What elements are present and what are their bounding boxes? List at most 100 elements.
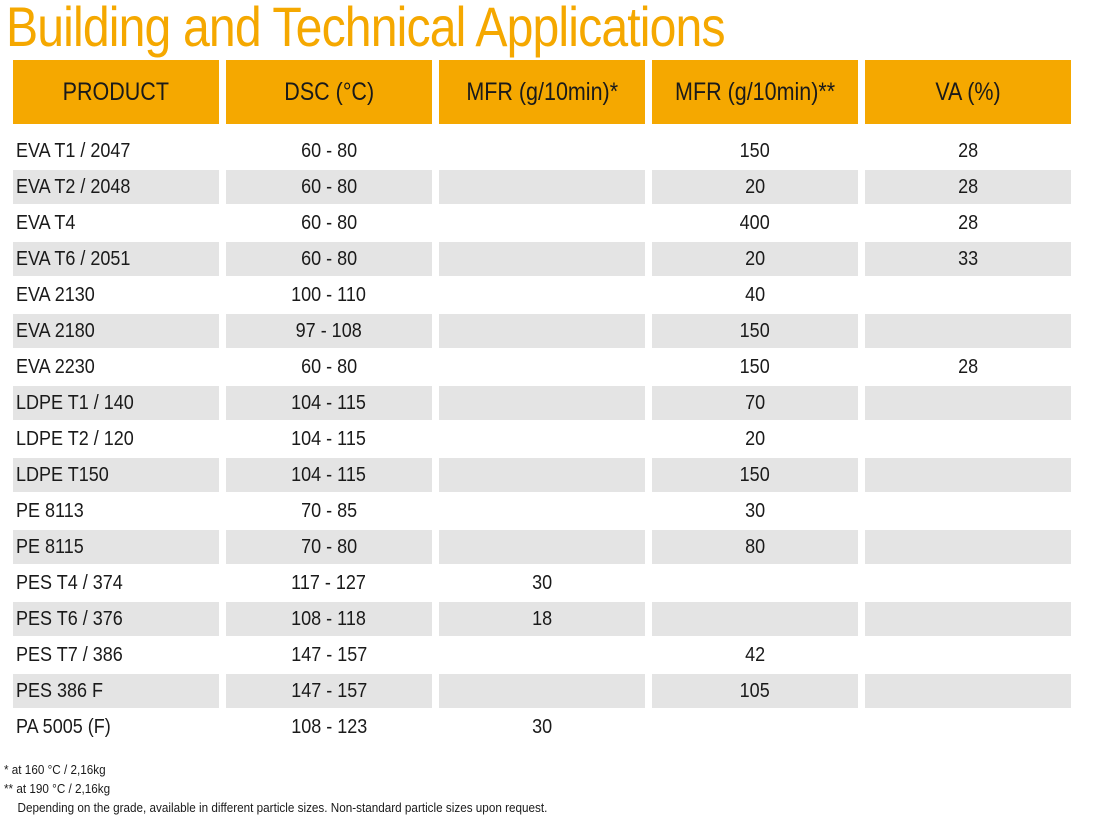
- cell-mfr-190: 80: [652, 530, 858, 566]
- cell-dsc: 70 - 80: [226, 530, 432, 566]
- cell-product: PA 5005 (F): [13, 710, 219, 746]
- cell-mfr-190: 42: [652, 638, 858, 674]
- table-row: EVA 2230 60 - 80 150 28: [13, 350, 1071, 386]
- cell-mfr-190: 150: [652, 350, 858, 386]
- cell-mfr-190: 40: [652, 278, 858, 314]
- product-table: PRODUCT DSC (°C) MFR (g/10min)* MFR (g/1…: [6, 60, 1078, 746]
- cell-dsc: 60 - 80: [226, 350, 432, 386]
- table-row: PE 8113 70 - 85 30: [13, 494, 1071, 530]
- cell-dsc: 104 - 115: [226, 422, 432, 458]
- cell-mfr-160: [439, 206, 645, 242]
- table-row: PA 5005 (F) 108 - 123 30: [13, 710, 1071, 746]
- cell-dsc: 60 - 80: [226, 206, 432, 242]
- cell-product: LDPE T1 / 140: [13, 386, 219, 422]
- cell-va: 28: [865, 134, 1071, 170]
- cell-dsc: 108 - 123: [226, 710, 432, 746]
- cell-dsc: 60 - 80: [226, 242, 432, 278]
- table-row: EVA T4 60 - 80 400 28: [13, 206, 1071, 242]
- cell-mfr-160: [439, 386, 645, 422]
- table-row: PES T4 / 374 117 - 127 30: [13, 566, 1071, 602]
- header-va: VA (%): [865, 60, 1071, 134]
- footnote-particle-sizes: Depending on the grade, available in dif…: [17, 800, 548, 815]
- cell-dsc: 97 - 108: [226, 314, 432, 350]
- cell-product: EVA T2 / 2048: [13, 170, 219, 206]
- table-row: LDPE T2 / 120 104 - 115 20: [13, 422, 1071, 458]
- cell-dsc: 70 - 85: [226, 494, 432, 530]
- cell-va: [865, 422, 1071, 458]
- cell-dsc: 147 - 157: [226, 674, 432, 710]
- cell-mfr-160: [439, 314, 645, 350]
- cell-dsc: 117 - 127: [226, 566, 432, 602]
- cell-mfr-190: 150: [652, 134, 858, 170]
- cell-product: EVA T6 / 2051: [13, 242, 219, 278]
- cell-dsc: 147 - 157: [226, 638, 432, 674]
- cell-va: [865, 602, 1071, 638]
- cell-mfr-190: [652, 602, 858, 638]
- cell-mfr-160: [439, 350, 645, 386]
- cell-mfr-160: [439, 530, 645, 566]
- cell-mfr-160: [439, 638, 645, 674]
- table-row: PES T7 / 386 147 - 157 42: [13, 638, 1071, 674]
- cell-mfr-160: [439, 278, 645, 314]
- cell-mfr-190: 400: [652, 206, 858, 242]
- cell-product: PE 8115: [13, 530, 219, 566]
- header-mfr-160: MFR (g/10min)*: [439, 60, 645, 134]
- cell-mfr-190: 20: [652, 170, 858, 206]
- table-row: EVA 2180 97 - 108 150: [13, 314, 1071, 350]
- cell-product: LDPE T2 / 120: [13, 422, 219, 458]
- table-row: PES 386 F 147 - 157 105: [13, 674, 1071, 710]
- cell-va: [865, 710, 1071, 746]
- cell-va: [865, 278, 1071, 314]
- table-row: PE 8115 70 - 80 80: [13, 530, 1071, 566]
- cell-mfr-160: [439, 170, 645, 206]
- cell-product: EVA 2180: [13, 314, 219, 350]
- footnote-mfr-160: * at 160 °C / 2,16kg: [4, 762, 106, 777]
- cell-mfr-160: 30: [439, 710, 645, 746]
- cell-mfr-190: 30: [652, 494, 858, 530]
- footnotes: * at 160 °C / 2,16kg ** at 190 °C / 2,16…: [4, 760, 608, 817]
- cell-va: [865, 314, 1071, 350]
- cell-product: EVA T1 / 2047: [13, 134, 219, 170]
- cell-mfr-160: [439, 242, 645, 278]
- cell-va: [865, 494, 1071, 530]
- cell-dsc: 104 - 115: [226, 386, 432, 422]
- table-row: LDPE T1 / 140 104 - 115 70: [13, 386, 1071, 422]
- cell-mfr-190: [652, 710, 858, 746]
- header-product: PRODUCT: [13, 60, 219, 134]
- cell-mfr-190: 150: [652, 458, 858, 494]
- cell-mfr-160: [439, 458, 645, 494]
- cell-mfr-160: [439, 494, 645, 530]
- cell-product: EVA 2130: [13, 278, 219, 314]
- cell-mfr-190: 70: [652, 386, 858, 422]
- cell-mfr-160: 18: [439, 602, 645, 638]
- cell-product: PES T6 / 376: [13, 602, 219, 638]
- cell-va: [865, 674, 1071, 710]
- cell-va: [865, 386, 1071, 422]
- cell-dsc: 108 - 118: [226, 602, 432, 638]
- header-mfr-190: MFR (g/10min)**: [652, 60, 858, 134]
- cell-va: 28: [865, 206, 1071, 242]
- table-body: EVA T1 / 2047 60 - 80 150 28 EVA T2 / 2048 60…: [13, 134, 1071, 746]
- cell-mfr-190: 20: [652, 242, 858, 278]
- cell-va: [865, 458, 1071, 494]
- cell-product: EVA 2230: [13, 350, 219, 386]
- cell-mfr-160: [439, 674, 645, 710]
- cell-va: 28: [865, 350, 1071, 386]
- header-row: PRODUCT DSC (°C) MFR (g/10min)* MFR (g/1…: [13, 60, 1071, 134]
- table-row: EVA T6 / 2051 60 - 80 20 33: [13, 242, 1071, 278]
- cell-product: PES T4 / 374: [13, 566, 219, 602]
- cell-mfr-190: 105: [652, 674, 858, 710]
- table-row: EVA T1 / 2047 60 - 80 150 28: [13, 134, 1071, 170]
- cell-dsc: 104 - 115: [226, 458, 432, 494]
- cell-product: EVA T4: [13, 206, 219, 242]
- table-row: PES T6 / 376 108 - 118 18: [13, 602, 1071, 638]
- header-dsc: DSC (°C): [226, 60, 432, 134]
- cell-product: PES 386 F: [13, 674, 219, 710]
- cell-dsc: 60 - 80: [226, 170, 432, 206]
- cell-product: PES T7 / 386: [13, 638, 219, 674]
- table-row: LDPE T150 104 - 115 150: [13, 458, 1071, 494]
- cell-va: 28: [865, 170, 1071, 206]
- cell-mfr-190: 20: [652, 422, 858, 458]
- cell-va: [865, 566, 1071, 602]
- cell-dsc: 60 - 80: [226, 134, 432, 170]
